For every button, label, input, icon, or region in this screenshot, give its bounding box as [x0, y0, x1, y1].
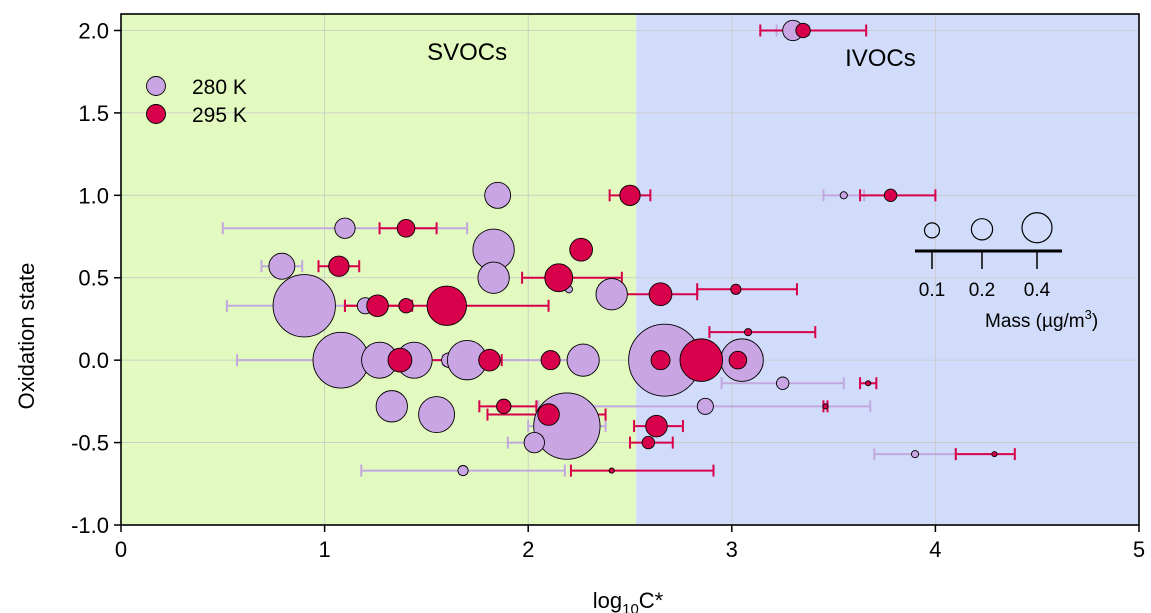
size-legend-title-superscript: 3 [1085, 307, 1092, 322]
size-legend-label: 0.4 [1024, 280, 1051, 301]
series-legend: 280 K 295 K [146, 76, 247, 127]
size-legend-label: 0.2 [969, 280, 995, 301]
legend-marker-k295 [146, 104, 166, 124]
point-k280 [334, 217, 356, 239]
region-label-svocs: SVOCs [427, 39, 507, 66]
y-tick-label: -0.5 [71, 431, 109, 456]
point-k280 [457, 465, 469, 477]
mass-size-legend: 0.1 0.2 0.4 Mass (µg/m3) [915, 212, 1098, 332]
region-ivocs [636, 14, 1139, 525]
point-k280 [418, 396, 456, 434]
legend-label-k280: 280 K [192, 76, 247, 99]
point-k295 [679, 338, 724, 382]
point-k280 [523, 431, 545, 454]
y-tick-label: 1.5 [78, 101, 109, 126]
y-tick-label: 1.0 [78, 183, 109, 208]
point-k295 [865, 380, 872, 387]
point-k295 [398, 298, 414, 314]
point-k295 [537, 403, 560, 426]
point-k295 [728, 350, 748, 370]
point-k295 [641, 435, 656, 450]
point-k280 [375, 390, 408, 423]
axis-ticks: 0 1 2 3 4 5 -1.0 -0.5 0.0 0.5 1.0 1.5 2.0 [71, 18, 1145, 562]
x-axis-title-main: log [593, 588, 622, 613]
x-tick-label: 2 [522, 537, 534, 562]
y-axis-title: Oxidation state [14, 263, 39, 410]
x-axis-title-subscript: 10 [622, 601, 639, 613]
x-tick-label: 0 [115, 537, 127, 562]
x-tick-label: 4 [929, 537, 941, 562]
size-legend-title: Mass (µg/m3) [985, 307, 1098, 332]
point-k295 [396, 219, 416, 238]
point-k295 [387, 347, 413, 373]
size-legend-circle [1021, 212, 1053, 244]
point-k280 [595, 278, 628, 311]
point-k280 [533, 392, 601, 460]
point-k280 [477, 261, 510, 294]
data-marks [221, 19, 1016, 477]
point-k295 [544, 263, 574, 293]
point-k295 [730, 283, 742, 295]
point-k295 [648, 282, 673, 307]
legend-marker-k280 [146, 76, 166, 96]
point-k280 [268, 252, 296, 280]
plot-frame [120, 13, 1140, 526]
point-k280 [272, 274, 336, 338]
size-legend-label: 0.1 [919, 280, 945, 301]
point-k295 [991, 451, 998, 458]
x-tick-label: 5 [1133, 537, 1145, 562]
x-axis-title: log10C* [593, 588, 664, 613]
point-k295 [645, 414, 668, 438]
point-k295 [328, 255, 350, 277]
y-tick-label: -1.0 [71, 513, 109, 538]
point-k295 [795, 22, 811, 39]
point-k280 [910, 450, 920, 459]
legend-label-k295: 295 K [192, 104, 247, 127]
point-k295 [478, 348, 501, 372]
point-k295 [569, 237, 593, 262]
point-k280 [776, 376, 790, 390]
point-k280 [566, 343, 600, 377]
point-k295 [744, 328, 753, 337]
point-k295 [496, 398, 512, 414]
y-tick-label: 0.0 [78, 348, 109, 373]
point-k295 [883, 188, 898, 203]
point-k295 [540, 350, 561, 371]
size-legend-title-main: Mass (µg/m [985, 311, 1085, 332]
size-legend-circle [970, 218, 994, 241]
size-legend-title-end: ) [1092, 311, 1098, 332]
point-k295 [426, 285, 467, 326]
point-k295 [366, 294, 389, 318]
y-tick-label: 2.0 [78, 18, 109, 43]
point-k280 [312, 331, 370, 389]
size-legend-circle [923, 222, 941, 239]
x-tick-label: 3 [726, 537, 738, 562]
region-label-ivocs: IVOCs [845, 45, 916, 72]
x-tick-label: 1 [318, 537, 330, 562]
x-axis-title-tail: C* [639, 588, 664, 613]
point-k295 [619, 184, 641, 206]
region-labels: SVOCs IVOCs [427, 39, 916, 72]
point-k295 [822, 403, 829, 410]
point-k295 [650, 350, 671, 371]
point-k280 [696, 397, 714, 415]
point-k280 [839, 191, 848, 200]
point-k280 [484, 181, 512, 209]
point-k295 [608, 467, 615, 474]
y-tick-label: 0.5 [78, 266, 109, 291]
